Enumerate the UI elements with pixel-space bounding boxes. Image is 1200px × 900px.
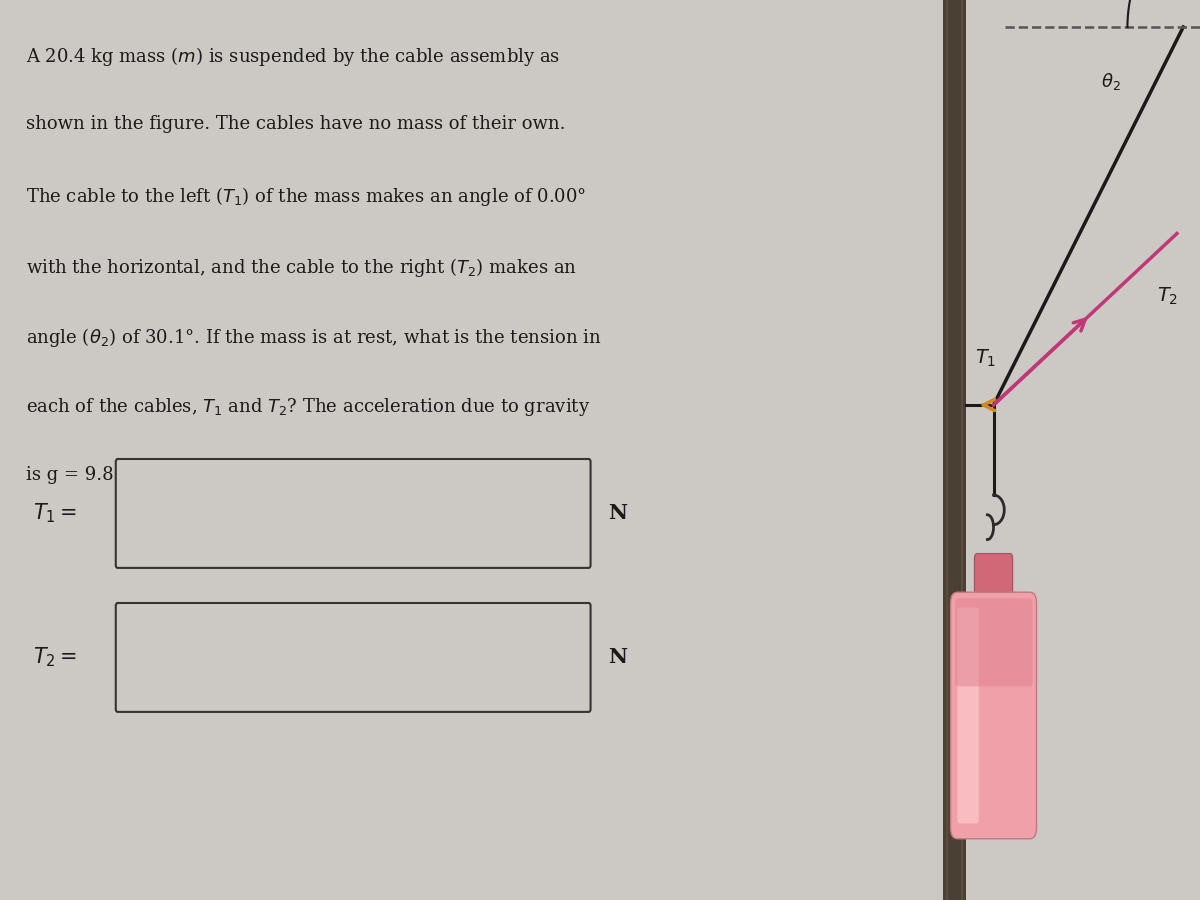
- FancyBboxPatch shape: [115, 603, 590, 712]
- Text: $T_2 =$: $T_2 =$: [32, 645, 77, 669]
- Bar: [943, 0, 966, 900]
- FancyBboxPatch shape: [974, 554, 1013, 608]
- Text: ‸: ‸: [352, 640, 355, 652]
- Text: $T_2$: $T_2$: [1157, 286, 1177, 307]
- FancyBboxPatch shape: [950, 592, 1037, 839]
- Bar: [946, 0, 948, 900]
- FancyBboxPatch shape: [955, 598, 1032, 686]
- Text: N: N: [608, 647, 628, 667]
- FancyBboxPatch shape: [958, 608, 979, 824]
- Text: $T_1$: $T_1$: [974, 347, 996, 369]
- FancyBboxPatch shape: [115, 459, 590, 568]
- Text: $\theta_2$: $\theta_2$: [1100, 70, 1121, 92]
- Text: A 20.4 kg mass ($m$) is suspended by the cable assembly as: A 20.4 kg mass ($m$) is suspended by the…: [26, 45, 560, 68]
- Text: each of the cables, $T_1$ and $T_2$? The acceleration due to gravity: each of the cables, $T_1$ and $T_2$? The…: [26, 396, 590, 418]
- Bar: [961, 0, 964, 900]
- Text: N: N: [608, 503, 628, 523]
- Text: with the horizontal, and the cable to the right ($T_2$) makes an: with the horizontal, and the cable to th…: [26, 256, 577, 279]
- Text: angle ($\theta_2$) of 30.1°. If the mass is at rest, what is the tension in: angle ($\theta_2$) of 30.1°. If the mass…: [26, 326, 601, 349]
- Text: shown in the figure. The cables have no mass of their own.: shown in the figure. The cables have no …: [26, 115, 565, 133]
- Text: The cable to the left ($T_1$) of the mass makes an angle of 0.00°: The cable to the left ($T_1$) of the mas…: [26, 185, 587, 209]
- Text: $m$: $m$: [983, 733, 1004, 752]
- Text: $T_1 =$: $T_1 =$: [32, 501, 77, 525]
- Text: is g = 9.81 m/s².: is g = 9.81 m/s².: [26, 466, 176, 484]
